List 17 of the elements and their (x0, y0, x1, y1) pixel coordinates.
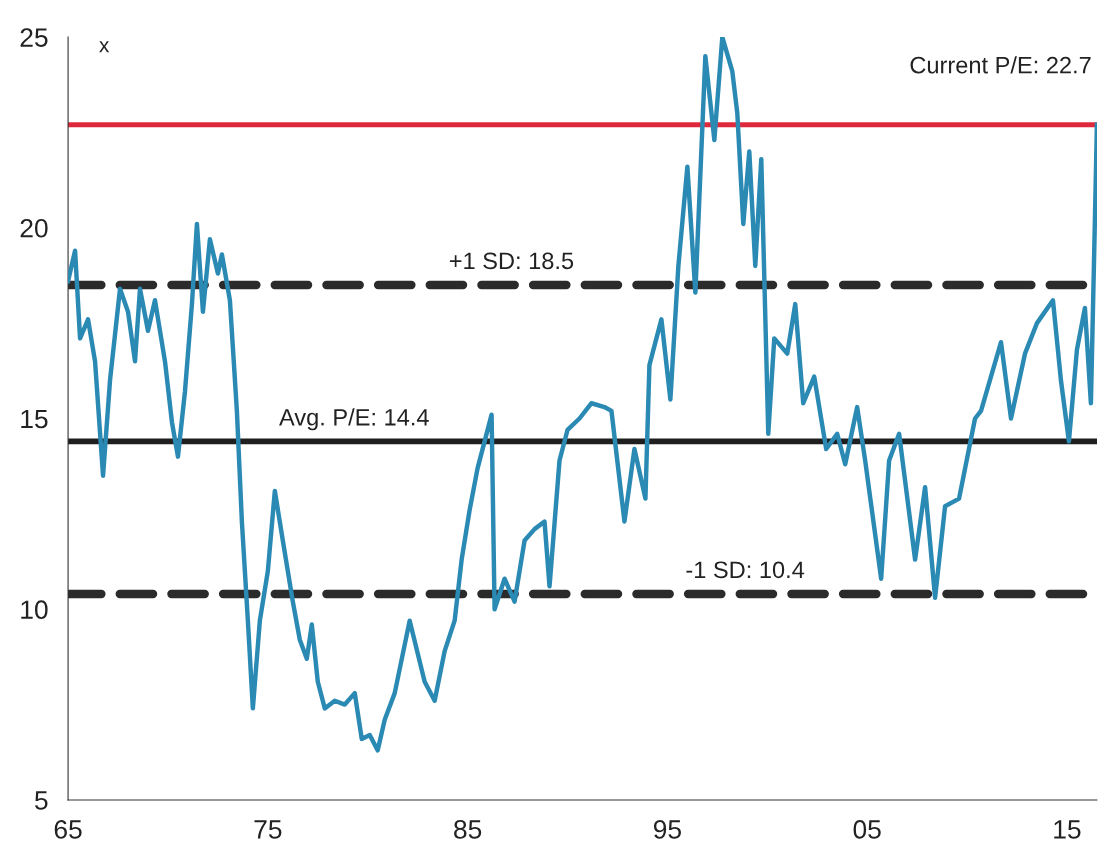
ref-line-label: Avg. P/E: 14.4 (279, 408, 429, 431)
x-tick-label: 75 (254, 820, 282, 839)
y-axis-title: x (99, 41, 110, 53)
ref-line-label: Current P/E: 22.7 (910, 56, 1091, 74)
y-tick-label: 20 (20, 218, 48, 238)
y-tick-label: 15 (21, 409, 48, 429)
y-tick-label: 5 (35, 791, 48, 810)
x-tick-label: 15 (1054, 820, 1081, 839)
line-series (68, 37, 1097, 753)
y-tick-label: 25 (20, 28, 48, 47)
x-tick-label: 05 (853, 820, 881, 839)
x-tick-label: 95 (653, 820, 681, 839)
ref-line-label: +1 SD: 18.5 (449, 252, 574, 270)
ref-line-label: -1 SD: 10.4 (686, 561, 805, 579)
y-tick-label: 10 (21, 600, 48, 620)
x-tick-label: 65 (54, 820, 82, 839)
x-tick-label: 85 (454, 820, 482, 839)
